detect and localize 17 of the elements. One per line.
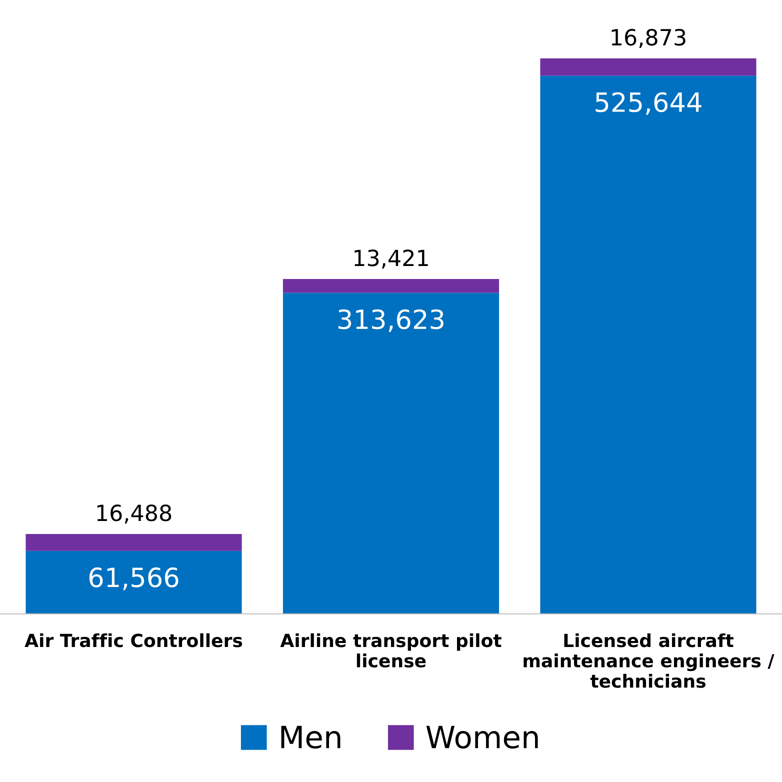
x-tick-label: Airline transport pilot license — [280, 633, 502, 668]
bar — [26, 550, 242, 614]
data-label: 16,488 — [97, 504, 172, 524]
data-label: 61,566 — [89, 567, 178, 590]
bar — [282, 278, 500, 293]
data-label: 16,873 — [612, 28, 686, 48]
x-tick-label: Licensed aircraft maintenance engineers / technicians — [524, 633, 774, 688]
data-label: 313,623 — [338, 309, 444, 332]
bar — [540, 76, 756, 614]
legend-label: Women — [426, 726, 538, 749]
data-label: 13,421 — [354, 250, 428, 269]
bar — [26, 534, 242, 551]
bar — [540, 58, 756, 76]
bar — [282, 292, 500, 614]
data-label: 525,644 — [596, 92, 702, 115]
legend-label: Men — [281, 726, 340, 749]
x-tick-label: Air Traffic Controllers — [24, 633, 242, 648]
